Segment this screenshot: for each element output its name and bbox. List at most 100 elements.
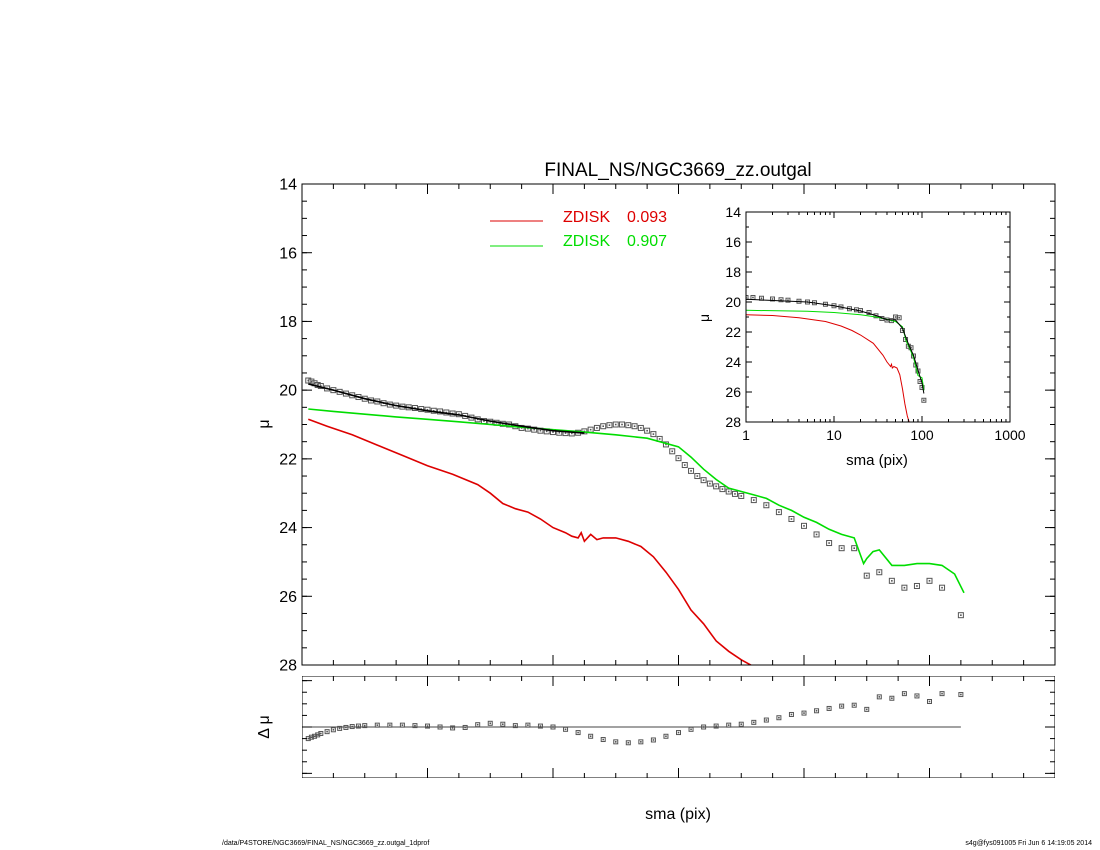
data-point bbox=[487, 720, 493, 726]
data-point-center bbox=[891, 697, 893, 700]
data-point-center bbox=[621, 423, 623, 426]
data-point-center bbox=[771, 298, 774, 300]
data-point bbox=[751, 719, 757, 725]
data-point-center bbox=[778, 716, 780, 719]
data-point-center bbox=[853, 547, 855, 549]
y-tick-label: 26 bbox=[725, 384, 741, 400]
inset-axes: 1 10 100 1000 14 16 18 20 22 24 26 28 bbox=[725, 204, 1025, 443]
data-point bbox=[475, 722, 481, 728]
data-point-center bbox=[652, 433, 655, 435]
data-point-center bbox=[702, 726, 705, 728]
data-point-center bbox=[910, 346, 912, 349]
data-point-center bbox=[765, 719, 768, 721]
data-point-center bbox=[316, 734, 319, 736]
data-point-center bbox=[320, 732, 322, 735]
data-point-center bbox=[502, 723, 504, 726]
main-data-points bbox=[305, 377, 964, 619]
data-point-center bbox=[894, 316, 897, 318]
data-point-center bbox=[539, 429, 542, 432]
data-point-center bbox=[677, 731, 680, 734]
data-point bbox=[889, 695, 895, 701]
data-point-center bbox=[790, 518, 793, 520]
data-point bbox=[650, 737, 656, 743]
data-point bbox=[681, 462, 688, 469]
data-point bbox=[958, 692, 964, 698]
data-point-center bbox=[671, 450, 674, 453]
y-tick-label: 14 bbox=[725, 204, 741, 220]
y-tick-label: -1 bbox=[283, 766, 297, 783]
data-point bbox=[775, 509, 782, 516]
data-point-center bbox=[602, 738, 604, 741]
y-tick-label: 18 bbox=[279, 314, 297, 331]
legend-label-zdisk-2: ZDISK bbox=[563, 233, 610, 250]
legend: ZDISK 0.093 ZDISK 0.907 bbox=[490, 209, 667, 250]
x-tick-label: 0 bbox=[298, 787, 307, 804]
data-point bbox=[763, 717, 769, 723]
data-point-center bbox=[928, 700, 931, 703]
data-point-center bbox=[401, 724, 404, 726]
data-point bbox=[826, 540, 833, 547]
data-point-center bbox=[734, 493, 736, 495]
data-point-center bbox=[787, 299, 789, 301]
data-point-center bbox=[376, 724, 379, 726]
data-point-center bbox=[577, 731, 579, 734]
data-point bbox=[500, 721, 506, 727]
data-point bbox=[537, 723, 543, 729]
data-point bbox=[600, 737, 606, 743]
x-tick-label: 40 bbox=[544, 787, 562, 804]
data-point-center bbox=[310, 736, 313, 738]
data-point-center bbox=[627, 741, 630, 744]
data-point-center bbox=[326, 730, 328, 733]
inset-y-axis-label: μ bbox=[696, 314, 712, 322]
data-point bbox=[713, 723, 719, 729]
data-point-center bbox=[439, 726, 441, 728]
data-point-center bbox=[690, 470, 692, 472]
data-point bbox=[814, 708, 820, 714]
data-point bbox=[738, 721, 744, 727]
data-point bbox=[700, 477, 707, 484]
data-point bbox=[876, 694, 882, 700]
data-point-center bbox=[960, 614, 962, 616]
y-tick-label: 18 bbox=[725, 264, 741, 280]
data-point bbox=[550, 724, 556, 730]
x-tick-label: 60 bbox=[670, 787, 688, 804]
data-point-center bbox=[464, 726, 466, 729]
data-point bbox=[706, 480, 713, 487]
data-point bbox=[863, 572, 870, 579]
data-point bbox=[315, 732, 321, 738]
data-point-center bbox=[310, 380, 313, 383]
data-point bbox=[462, 724, 468, 730]
data-point-center bbox=[941, 692, 943, 695]
data-point-center bbox=[765, 504, 768, 507]
data-point-center bbox=[752, 296, 754, 299]
data-point-center bbox=[571, 432, 573, 435]
y-tick-label: 16 bbox=[725, 234, 741, 250]
y-tick-label: 28 bbox=[279, 658, 297, 675]
data-point bbox=[788, 515, 795, 522]
series-line-zdisk-0-907 bbox=[308, 408, 965, 594]
data-point-center bbox=[923, 399, 925, 402]
legend-label-zdisk-1: ZDISK bbox=[563, 209, 610, 226]
data-point-center bbox=[426, 408, 429, 411]
y-tick-label: 26 bbox=[279, 589, 297, 606]
main-model-lines bbox=[308, 383, 965, 665]
data-point bbox=[788, 711, 794, 717]
data-point-center bbox=[891, 580, 893, 582]
data-point bbox=[694, 473, 701, 480]
data-point bbox=[575, 730, 581, 736]
data-point-center bbox=[451, 727, 454, 729]
y-tick-label: 16 bbox=[279, 245, 297, 262]
data-point-center bbox=[727, 490, 730, 493]
data-point bbox=[785, 297, 791, 303]
x-tick-label: 10 bbox=[826, 427, 842, 443]
data-point bbox=[738, 492, 745, 499]
data-point-center bbox=[740, 495, 743, 497]
data-point-center bbox=[646, 429, 648, 432]
y-tick-label: 1 bbox=[288, 673, 297, 690]
data-point bbox=[412, 723, 418, 729]
data-point bbox=[896, 315, 902, 321]
data-point bbox=[839, 703, 845, 709]
data-point-center bbox=[313, 735, 316, 738]
data-point-center bbox=[928, 580, 931, 582]
data-point bbox=[746, 295, 749, 300]
